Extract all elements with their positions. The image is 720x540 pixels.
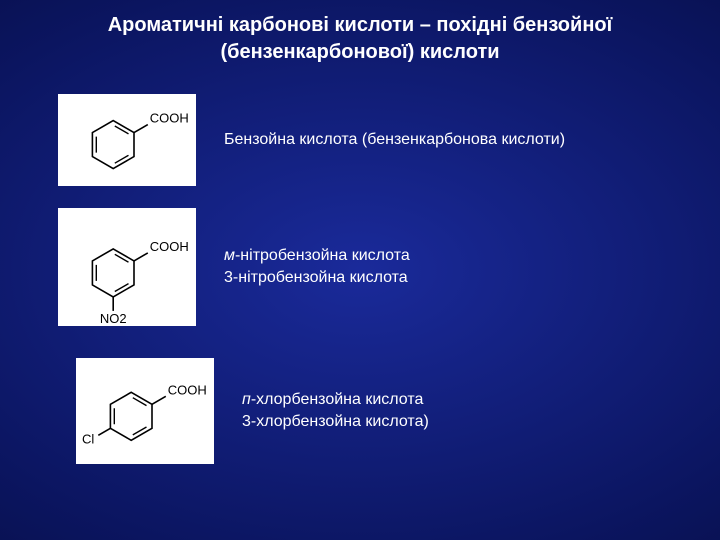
svg-text:COOH: COOH bbox=[150, 111, 189, 126]
structure-benzoic: COOH bbox=[58, 94, 196, 186]
label-line: Бензойна кислота (бензенкарбонова кислот… bbox=[224, 129, 565, 151]
svg-text:COOH: COOH bbox=[150, 239, 189, 254]
label-benzoic: Бензойна кислота (бензенкарбонова кислот… bbox=[224, 129, 565, 151]
svg-text:NO2: NO2 bbox=[100, 311, 127, 326]
svg-text:Cl: Cl bbox=[82, 431, 94, 446]
structure-m-nitro: COOH NO2 bbox=[58, 208, 196, 326]
label-m-nitro: м-нітробензойна кислота 3-нітробензойна к… bbox=[224, 245, 410, 288]
label-line: м-нітробензойна кислота bbox=[224, 245, 410, 267]
compound-row-benzoic: COOH Бензойна кислота (бензенкарбонова ки… bbox=[58, 94, 720, 186]
structure-p-chloro: COOH Cl bbox=[76, 358, 214, 464]
label-text: 3-нітробензойна кислота bbox=[224, 269, 408, 286]
compound-row-p-chloro: COOH Cl п-хлорбензойна кислота 3-хлорбензой… bbox=[76, 358, 720, 464]
label-text: Бензойна кислота (бензенкарбонова кислот… bbox=[224, 131, 565, 148]
prefix-italic: п bbox=[242, 391, 251, 408]
label-line: 3-хлорбензойна кислота) bbox=[242, 411, 429, 433]
title-line-2: (бензенкарбонової) кислоти bbox=[40, 39, 680, 66]
prefix-italic: м bbox=[224, 247, 235, 264]
label-line: 3-нітробензойна кислота bbox=[224, 267, 410, 289]
title-line-1: Ароматичні карбонові кислоти – похідні б… bbox=[40, 12, 680, 39]
svg-text:COOH: COOH bbox=[168, 382, 207, 397]
label-line: п-хлорбензойна кислота bbox=[242, 389, 429, 411]
label-p-chloro: п-хлорбензойна кислота 3-хлорбензойна кис… bbox=[242, 389, 429, 432]
page-title: Ароматичні карбонові кислоти – похідні б… bbox=[0, 0, 720, 66]
compound-row-m-nitro: COOH NO2 м-нітробензойна кислота 3-нітробен… bbox=[58, 208, 720, 326]
label-text: -нітробензойна кислота bbox=[235, 247, 410, 264]
label-text: 3-хлорбензойна кислота) bbox=[242, 413, 429, 430]
label-text: -хлорбензойна кислота bbox=[251, 391, 424, 408]
